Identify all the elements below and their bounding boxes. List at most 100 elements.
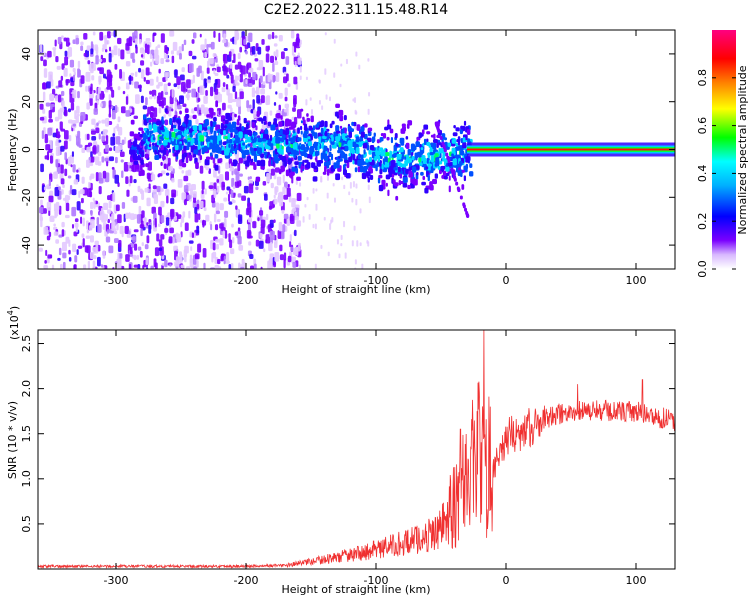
spectrogram-cell — [181, 153, 185, 161]
spectrogram-xtick-label: -100 — [364, 274, 389, 287]
spectrogram-cell — [174, 152, 179, 157]
spectrogram-cell — [336, 165, 340, 169]
snr-series-line — [38, 330, 675, 569]
spectrogram-cell — [217, 258, 221, 265]
spectrogram-cell — [380, 151, 385, 157]
spectrogram-cell — [426, 131, 431, 135]
spectrogram-cell — [348, 153, 352, 157]
spectrogram-cell — [219, 238, 224, 246]
spectrogram-cell — [199, 165, 204, 174]
spectrogram-cell — [41, 130, 44, 140]
spectrogram-cell — [242, 146, 245, 151]
spectrogram-cell — [467, 138, 471, 143]
spectrogram-cell — [423, 124, 429, 130]
spectrogram-cell — [429, 151, 434, 156]
spectrogram-cell — [356, 240, 359, 247]
spectrogram-cell — [427, 174, 430, 182]
spectrogram-cell — [135, 46, 138, 54]
spectrogram-cell — [250, 136, 254, 141]
spectrogram-cell — [181, 67, 185, 73]
spectrogram-cell — [231, 198, 235, 204]
spectrogram-cell — [154, 154, 160, 160]
spectrogram-ytick-label: 40 — [20, 47, 33, 61]
spectrogram-cell — [333, 162, 337, 170]
spectrogram-cell — [170, 50, 175, 55]
spectrogram-cell — [259, 210, 264, 216]
spectrogram-cell — [289, 213, 294, 222]
spectrogram-cell — [343, 220, 346, 228]
spectrogram-cell — [283, 259, 286, 269]
spectrogram-cell — [284, 103, 290, 109]
spectrogram-cell — [176, 233, 182, 243]
spectrogram-cell — [297, 57, 302, 65]
spectrogram-cell — [130, 52, 133, 59]
spectrogram-cell — [293, 95, 297, 105]
spectrogram-cell — [405, 154, 409, 161]
spectrogram-cell — [387, 189, 390, 197]
spectrogram-cell — [296, 109, 302, 119]
spectrogram-cell — [104, 49, 108, 53]
spectrogram-cell — [300, 130, 303, 135]
spectrogram-cell — [125, 176, 129, 185]
spectrogram-cell — [71, 206, 77, 217]
spectrogram-cell — [320, 177, 323, 183]
spectrogram-cell — [61, 100, 65, 108]
spectrogram-cell — [201, 147, 205, 155]
spectrogram-cell — [86, 45, 91, 51]
spectrogram-cell — [128, 212, 131, 219]
spectrogram-cell — [183, 39, 187, 46]
spectrogram-cell — [378, 147, 384, 152]
spectrogram-cell — [71, 223, 75, 229]
spectrogram-cell — [270, 182, 274, 189]
spectrogram-xlabel: Height of straight line (km) — [281, 283, 430, 296]
spectrogram-cell — [258, 143, 263, 148]
spectrogram-cell — [210, 120, 213, 127]
spectrogram-cell — [224, 219, 227, 228]
spectrogram-cell — [168, 106, 172, 112]
spectrogram-cell — [269, 230, 275, 241]
spectrogram-cell — [164, 228, 169, 233]
spectrogram-cell — [183, 133, 186, 137]
spectrogram-cell — [114, 63, 118, 70]
spectrogram-cell — [417, 151, 422, 158]
spectrogram-cell — [250, 265, 254, 269]
spectrogram-cell — [354, 267, 357, 269]
spectrogram-cell — [140, 159, 144, 165]
spectrogram-cell — [148, 224, 152, 234]
spectrogram-cell — [203, 262, 206, 269]
spectrogram-cell — [59, 121, 63, 131]
spectrogram-cell — [333, 72, 336, 78]
snr-ytick-label: 1.5 — [20, 425, 33, 443]
spectrogram-cell — [298, 264, 301, 269]
spectrogram-cell — [237, 162, 241, 172]
spectrogram-cell — [459, 150, 465, 156]
spectrogram-cell — [269, 219, 274, 228]
spectrogram-cell — [97, 93, 100, 100]
spectrogram-cell — [103, 202, 109, 210]
spectrogram-cell — [86, 102, 90, 110]
spectrogram-cell — [280, 165, 285, 172]
spectrogram-cell — [190, 146, 195, 153]
snr-xtick-label: 0 — [503, 574, 510, 587]
spectrogram-cell — [77, 245, 83, 249]
spectrogram-cell — [115, 136, 121, 145]
spectrogram-cell — [188, 50, 193, 57]
spectrogram-cell — [171, 177, 175, 183]
spectrogram-cell — [338, 158, 343, 162]
spectrogram-cell — [161, 170, 166, 175]
spectrogram-cell — [108, 147, 113, 152]
spectrogram-cell — [373, 133, 376, 137]
spectrogram-cell — [270, 55, 275, 63]
spectrogram-cell — [453, 175, 457, 180]
spectrogram-cell — [279, 254, 285, 261]
spectrogram-cell — [315, 203, 318, 211]
spectrogram-cell — [113, 238, 119, 244]
spectrogram-cell — [277, 229, 282, 240]
spectrogram-cell — [274, 158, 279, 164]
spectrogram-cell — [234, 231, 239, 236]
spectrogram-cell — [329, 223, 332, 231]
spectrogram-cell — [287, 119, 292, 127]
spectrogram-cell — [283, 213, 289, 220]
spectrogram-cell — [283, 71, 287, 76]
spectrogram-cell — [120, 106, 126, 114]
